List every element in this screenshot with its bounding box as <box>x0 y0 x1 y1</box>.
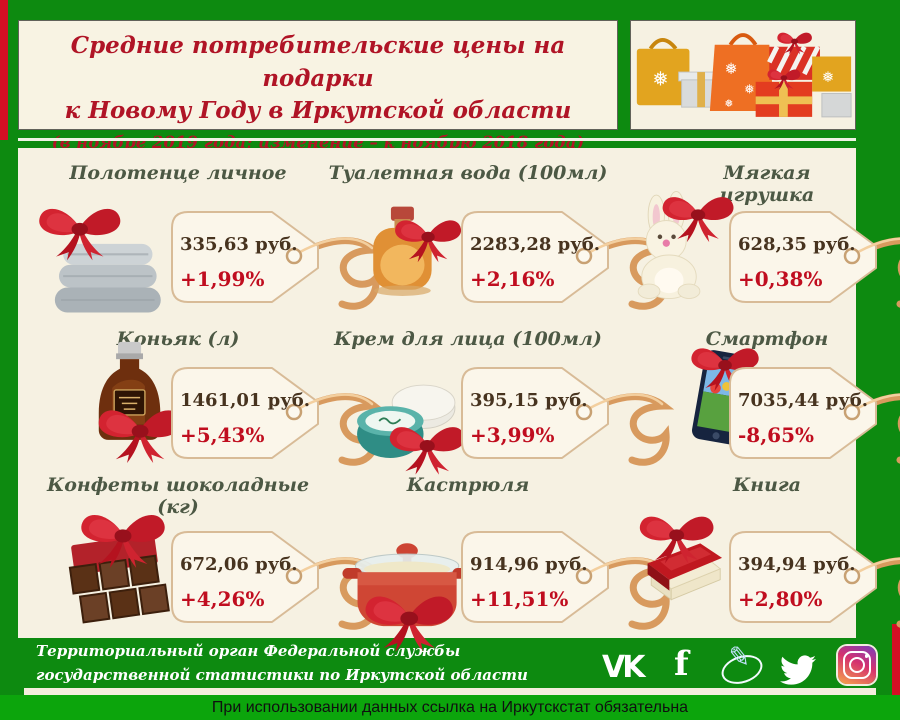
face-cream-icon <box>357 384 465 475</box>
chocolate-icon <box>68 514 170 624</box>
facebook-icon[interactable]: f <box>674 644 689 684</box>
book-icon <box>639 516 723 601</box>
snowflake-icon: ❅ <box>822 69 834 86</box>
instagram-icon[interactable] <box>838 646 876 684</box>
price-tag: 628,35 руб. +0,38% <box>729 211 900 308</box>
gift-item-perfume: Туалетная вода (100мл) 2283,28 руб. +2,1… <box>322 156 675 320</box>
org-name-line1: Территориальный орган Федеральной службы <box>36 642 461 660</box>
item-name: Полотенце личное <box>69 162 287 184</box>
pot-icon <box>342 543 472 652</box>
cognac-icon <box>98 341 182 463</box>
price-value: 395,15 руб. <box>470 390 588 411</box>
change-value: +5,43% <box>180 423 264 447</box>
price-tag: 395,15 руб. +3,99% <box>461 367 675 466</box>
page-title-line1: Средние потребительские цены на подарки <box>70 32 566 92</box>
snowflake-icon: ❅ <box>652 68 668 91</box>
pencil-icon: ✎ <box>726 640 753 675</box>
item-name: Кастрюля <box>406 474 530 496</box>
instagram-dot <box>864 654 868 658</box>
gift-item-cognac: Коньяк (л) 1461,01 руб. +5,43% <box>28 322 385 468</box>
vk-icon[interactable]: VK <box>602 650 646 685</box>
gift-item-chocolate: Конфеты шоколадные (кг) 672,06 руб. +4,2… <box>28 468 385 636</box>
price-value: 1461,01 руб. <box>180 390 310 411</box>
item-name: Крем для лица (100мл) <box>334 328 602 350</box>
gift-item-face-cream: Крем для лица (100мл) 395,15 руб. +3,99% <box>322 322 675 475</box>
item-name: Конфеты шоколадные (кг) <box>46 474 310 518</box>
gift-item-book: Книга 394,94 руб. +2,80% <box>606 468 900 636</box>
title-box: Средние потребительские цены на подарки … <box>18 20 618 152</box>
item-name: Туалетная вода (100мл) <box>328 162 608 184</box>
change-value: +1,99% <box>180 267 264 291</box>
disclaimer-band: При использовании данных ссылка на Иркут… <box>0 695 900 720</box>
price-value: 7035,44 руб. <box>738 390 868 411</box>
snowflake-icon: ❅ <box>744 82 755 97</box>
price-value: 628,35 руб. <box>738 234 856 255</box>
item-name: Смартфон <box>705 328 829 350</box>
price-tag: 2283,28 руб. +2,16% <box>461 211 675 310</box>
price-value: 672,06 руб. <box>180 554 298 575</box>
red-edge-left <box>0 0 8 140</box>
change-value: +11,51% <box>470 587 568 611</box>
item-name: Мягкая игрушка <box>719 162 815 206</box>
twitter-icon[interactable] <box>776 652 820 688</box>
page-subtitle: (в ноябре 2019 года; изменение – к ноябр… <box>51 132 585 152</box>
price-tag: 7035,44 руб. -8,65% <box>729 367 900 464</box>
price-value: 2283,28 руб. <box>470 234 600 255</box>
price-value: 335,63 руб. <box>180 234 298 255</box>
change-value: +2,80% <box>738 587 822 611</box>
livejournal-icon[interactable]: ✎ <box>717 641 767 689</box>
org-name-line2: государственной статистики по Иркутской … <box>36 666 528 684</box>
change-value: +2,16% <box>470 267 554 291</box>
price-tag: 1461,01 руб. +5,43% <box>171 367 385 466</box>
footer-separator <box>24 688 876 695</box>
change-value: +4,26% <box>180 587 264 611</box>
header-separator <box>18 138 856 141</box>
gift-item-pot: Кастрюля 914,96 руб. +11,51% <box>322 468 675 652</box>
item-name: Книга <box>733 474 801 496</box>
price-value: 394,94 руб. <box>738 554 856 575</box>
gifts-illustration: ❅ ❅ ❅ ❅ ❅ <box>636 32 852 118</box>
gift-item-plush-toy: Мягкая игрушка 628,35 руб. +0,38% <box>606 156 900 320</box>
page-title-line2: к Новому Году в Иркутской области <box>64 97 572 125</box>
gift-item-towel: Полотенце личное 335,63 руб. +1,99% <box>28 156 385 320</box>
price-tag: 914,96 руб. +11,51% <box>461 531 675 630</box>
red-edge-right <box>892 624 900 720</box>
price-tag: 394,94 руб. +2,80% <box>729 531 900 628</box>
change-value: +0,38% <box>738 267 822 291</box>
price-tag: 335,63 руб. +1,99% <box>171 211 385 310</box>
plush-toy-icon <box>637 190 734 300</box>
instagram-lens <box>849 657 865 673</box>
towels-icon <box>39 208 161 313</box>
snowflake-icon: ❅ <box>724 97 733 110</box>
gift-item-smartphone: Смартфон 7035,44 руб. -8,65% <box>606 322 900 468</box>
perfume-icon <box>373 206 462 296</box>
change-value: -8,65% <box>738 423 814 447</box>
change-value: +3,99% <box>470 423 554 447</box>
gifts-illustration-box: ❅ ❅ ❅ ❅ ❅ <box>630 20 856 130</box>
price-value: 914,96 руб. <box>470 554 588 575</box>
instagram-frame <box>843 651 871 679</box>
item-name: Коньяк (л) <box>116 328 240 350</box>
snowflake-icon: ❅ <box>724 60 737 78</box>
